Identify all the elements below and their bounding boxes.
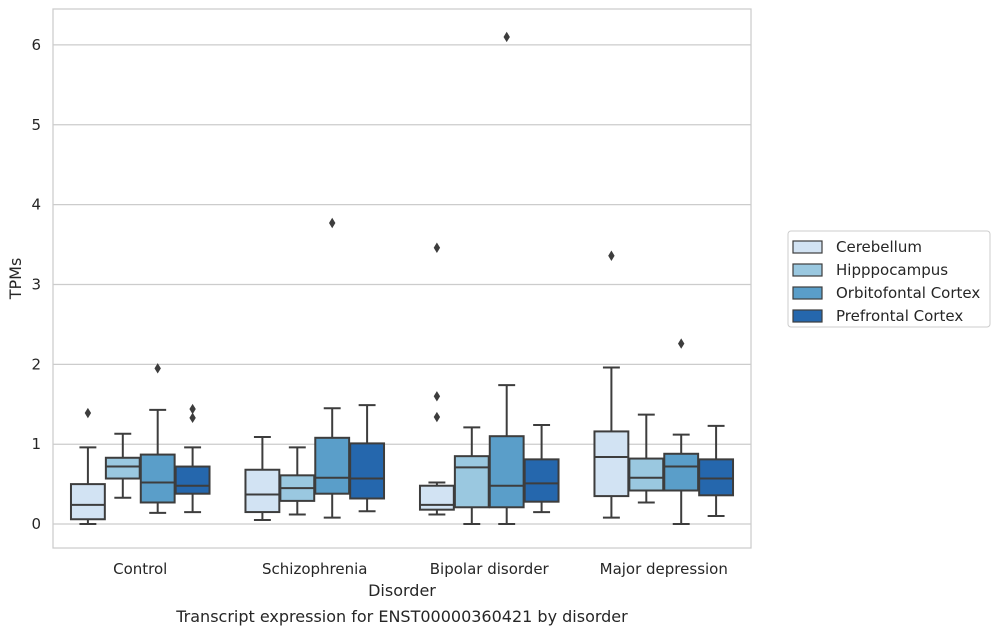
grid-layer [53,44,751,525]
box-body [349,442,386,500]
legend-label: Orbitofontal Cortex [836,284,980,302]
legend-frame [787,230,991,328]
box-layer [69,31,735,526]
outlier-point [329,217,336,229]
box-body [523,458,560,503]
box-body [453,455,490,509]
box-body [174,465,211,495]
outlier-point [84,407,92,419]
tick-layer: 0 1 2 3 4 5 6 Control Schizophrenia Bipolar disor… [31,36,727,578]
box-body [104,456,141,480]
box-body [418,484,455,511]
box-body [69,483,106,521]
outlier-point [608,250,615,261]
y-tick-label: 0 [31,515,41,533]
legend-label: Cerebellum [836,238,922,256]
outlier-point [433,411,441,423]
outlier-point [503,31,510,43]
legend-label: Hipppocampus [836,261,948,279]
legend-swatch [792,286,823,300]
box-body [663,452,700,492]
box-body [698,458,735,497]
y-tick-label: 5 [31,116,41,134]
x-tick-label: Major depression [600,560,728,578]
x-tick-label: Bipolar disorder [430,560,550,578]
y-tick-label: 2 [31,355,41,373]
x-axis-label: Disorder [368,581,436,600]
box-body [314,436,351,495]
outlier-point [433,391,441,402]
y-axis-label: TPMs [6,258,25,301]
outlier-point [678,338,685,349]
legend-swatch [792,263,823,277]
legend: Cerebellum Hipppocampus Orbitofontal Corte… [787,230,991,328]
legend-label: Prefrontal Cortex [836,307,963,325]
outlier-point [154,363,161,374]
box-body [488,435,525,509]
y-tick-label: 1 [31,435,41,453]
outlier-point [189,403,196,415]
y-tick-label: 3 [31,275,41,293]
y-tick-label: 6 [31,36,41,54]
outlier-point [189,412,196,424]
chart-title: Transcript expression for ENST0000036042… [175,607,628,626]
box-body [244,468,281,514]
x-tick-label: Schizophrenia [262,560,367,578]
x-tick-label: Control [113,560,167,578]
box-body [628,457,665,492]
legend-swatch [792,309,823,323]
outlier-point [433,242,441,253]
y-tick-label: 4 [31,196,41,214]
box-body [139,453,176,504]
plot-frame [52,8,752,549]
box-body [593,430,630,498]
legend-swatch [792,240,823,254]
